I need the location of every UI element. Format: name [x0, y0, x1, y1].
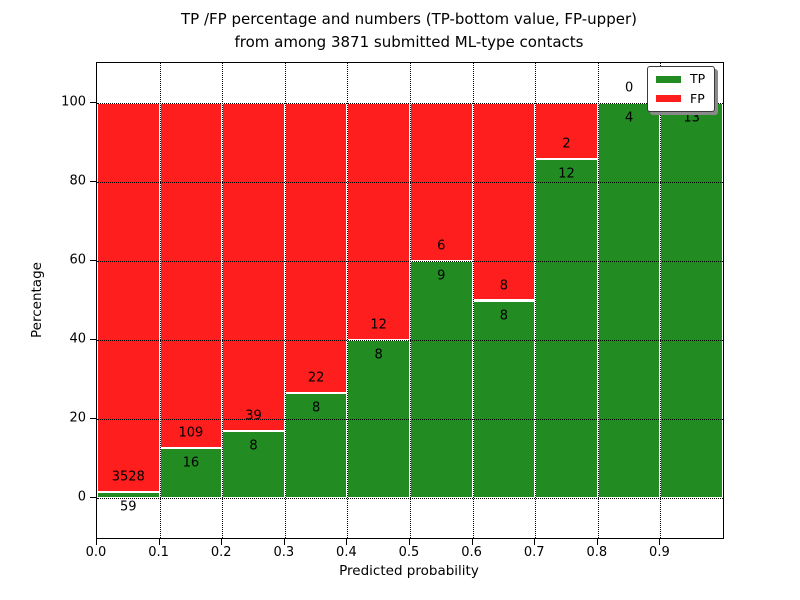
- fp-color-swatch: [656, 95, 681, 103]
- vertical-gridline: [222, 63, 224, 538]
- y-tick-mark: [90, 497, 96, 499]
- fp-count-label: 6: [437, 238, 446, 254]
- tp-count-label: 8: [311, 400, 321, 416]
- y-tick-mark: [90, 101, 96, 103]
- vertical-gridline: [472, 63, 474, 538]
- x-tick-label: 0.9: [649, 545, 670, 560]
- vertical-gridline: [660, 63, 662, 538]
- x-tick-label: 0.7: [523, 545, 545, 560]
- tp-count-label: 13: [683, 110, 700, 126]
- tp-bar-segment: [347, 340, 410, 499]
- x-tick-label: 0.8: [586, 545, 608, 560]
- tp-count-label: 8: [499, 308, 509, 323]
- x-tick-label: 0.4: [336, 545, 357, 560]
- fp-bar-segment: [347, 102, 410, 341]
- tp-color-swatch: [656, 75, 681, 83]
- x-tick-mark: [221, 539, 223, 545]
- tp-count-label: 8: [249, 438, 258, 454]
- fp-count-label: 2: [562, 136, 571, 152]
- chart-title: TP /FP percentage and numbers (TP-bottom…: [96, 8, 722, 53]
- chart-title-line2: from among 3871 submitted ML-type contac…: [234, 32, 584, 51]
- fp-count-label: 39: [245, 408, 262, 424]
- tp-count-label: 59: [120, 499, 137, 515]
- y-tick-mark: [90, 418, 96, 420]
- x-tick-mark: [409, 539, 410, 545]
- y-tick-mark: [90, 180, 96, 182]
- y-tick-label: 80: [69, 173, 86, 189]
- tp-count-label: 8: [374, 347, 383, 363]
- tp-bar-segment: [535, 159, 598, 499]
- fp-count-label: 22: [307, 370, 325, 386]
- vertical-gridline: [535, 63, 537, 538]
- fp-bar-segment: [222, 102, 285, 432]
- tp-count-label: 12: [558, 166, 575, 182]
- fp-bar-segment: [472, 102, 536, 301]
- fp-count-label: 8: [499, 278, 509, 293]
- legend-entry-tp: TP: [656, 71, 706, 86]
- fp-count-label: 0: [624, 80, 634, 96]
- fp-count-label: 3528: [111, 469, 145, 485]
- y-tick-label: 0: [77, 489, 86, 505]
- x-tick-mark: [596, 539, 598, 545]
- tp-bar-segment: [159, 447, 223, 499]
- y-tick-label: 40: [69, 331, 86, 347]
- x-tick-mark: [659, 539, 661, 545]
- tp-bar-segment: [660, 102, 723, 499]
- fp-count-label: 12: [370, 317, 387, 333]
- vertical-gridline: [410, 63, 411, 538]
- x-tick-label: 0.2: [210, 545, 232, 560]
- y-axis-label: Percentage: [29, 262, 45, 338]
- vertical-gridline: [284, 63, 286, 538]
- fp-count-label: 109: [178, 425, 204, 441]
- tp-bar-segment: [410, 260, 473, 499]
- x-tick-label: 0.3: [273, 545, 295, 560]
- plot-area: 35285910916398228128698821204013: [96, 62, 724, 539]
- chart-title-line1: TP /FP percentage and numbers (TP-bottom…: [181, 10, 637, 28]
- vertical-gridline: [347, 63, 349, 538]
- fp-bar-segment: [97, 102, 160, 492]
- legend-entry-fp: FP: [656, 90, 705, 106]
- y-tick-label: 60: [69, 252, 86, 268]
- legend-label-tp: TP: [690, 71, 706, 86]
- x-axis-label: Predicted probability: [339, 563, 479, 579]
- tp-bar-segment: [97, 491, 160, 499]
- legend-label-fp: FP: [690, 90, 705, 106]
- x-tick-label: 0.5: [398, 545, 420, 560]
- vertical-gridline: [159, 63, 161, 538]
- x-tick-mark: [96, 539, 97, 545]
- y-tick-mark: [90, 259, 96, 261]
- fp-bar-segment: [159, 102, 223, 448]
- x-tick-label: 0.1: [148, 545, 169, 560]
- tp-bar-segment: [222, 431, 285, 499]
- y-tick-label: 20: [69, 410, 86, 426]
- tp-count-label: 16: [182, 455, 200, 471]
- legend: TP FP: [647, 66, 716, 112]
- x-tick-mark: [471, 539, 473, 545]
- y-tick-mark: [90, 339, 96, 341]
- x-tick-mark: [346, 539, 348, 545]
- x-tick-mark: [158, 539, 160, 545]
- tp-count-label: 9: [437, 268, 446, 284]
- x-tick-label: 0.0: [85, 545, 107, 560]
- tp-count-label: 4: [624, 110, 634, 126]
- fp-bar-segment: [284, 102, 348, 393]
- y-tick-label: 100: [61, 94, 86, 110]
- x-tick-mark: [283, 539, 285, 545]
- tp-bar-segment: [472, 300, 536, 499]
- x-tick-mark: [534, 539, 536, 545]
- tp-bar-segment: [597, 102, 661, 499]
- x-tick-label: 0.6: [461, 545, 482, 560]
- vertical-gridline: [597, 63, 599, 538]
